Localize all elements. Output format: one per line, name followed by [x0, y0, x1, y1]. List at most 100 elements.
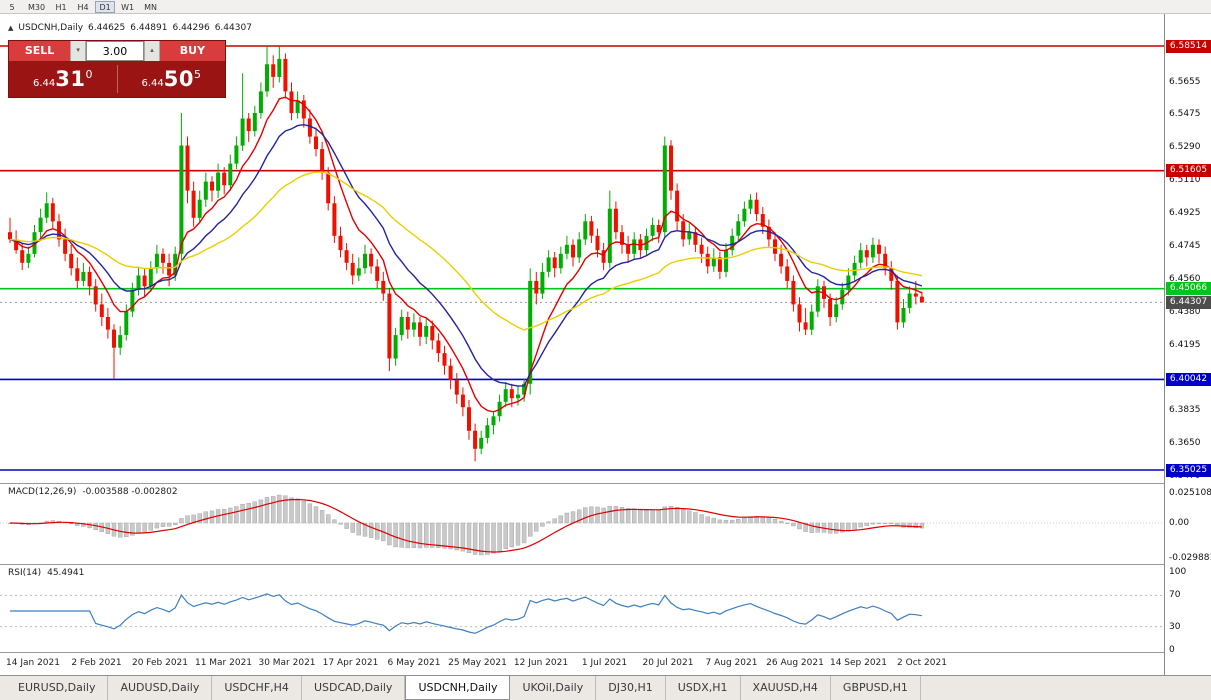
timeframe-button-mn[interactable]: MN — [144, 2, 157, 12]
chevron-down-icon: ▾ — [76, 46, 80, 54]
rsi-indicator-canvas[interactable] — [0, 565, 1164, 652]
macd-indicator-name: MACD(12,26,9) — [8, 487, 77, 497]
price-axis-tick: 6.5475 — [1169, 108, 1201, 119]
price-axis-tick: 6.4195 — [1169, 340, 1201, 350]
price-axis-tick: 6.5655 — [1169, 76, 1201, 87]
chart-tab-audusd[interactable]: AUDUSD,Daily — [108, 676, 213, 700]
time-axis-label: 20 Jul 2021 — [642, 658, 694, 668]
price-axis-tick: 6.5290 — [1169, 142, 1201, 153]
timeframe-button-h4[interactable]: H4 — [77, 2, 89, 12]
time-axis-label: 17 Apr 2021 — [322, 658, 379, 668]
timeframe-button-w1[interactable]: W1 — [121, 2, 135, 12]
timeframe-button-5[interactable]: 5 — [9, 2, 15, 12]
price-axis-tick: 6.3835 — [1169, 405, 1201, 415]
sell-price-base: 6.44 — [33, 78, 56, 89]
chart-tab-gbpusd[interactable]: GBPUSD,H1 — [831, 676, 921, 700]
time-axis-label: 2 Feb 2021 — [71, 658, 122, 668]
level-price-badge: 6.51605 — [1166, 164, 1211, 178]
price-axis[interactable]: 6.5655 6.5475 6.5290 6.5110 6.4925 6.4745 6.45… — [1164, 14, 1211, 675]
sell-price-big-digits: 31 — [55, 67, 86, 91]
rsi-indicator-name: RSI(14) — [8, 568, 42, 578]
macd-axis-label: -0.029881 — [1169, 553, 1211, 563]
bid-ask-prices: 6.44310 6.44505 — [9, 61, 225, 97]
ohlc-close: 6.44307 — [214, 23, 252, 33]
time-axis-label: 7 Aug 2021 — [705, 658, 758, 668]
timeframe-toolbar: 5 M30 H1 H4 D1 W1 MN — [0, 0, 1211, 14]
buy-price-big-digits: 50 — [163, 67, 194, 91]
one-click-trading-panel: SELL ▾ ▴ BUY 6.44310 6.44505 — [8, 40, 226, 98]
ohlc-open: 6.44625 — [88, 23, 126, 33]
time-axis-label: 26 Aug 2021 — [766, 658, 824, 668]
price-axis-tick: 6.4380 — [1169, 306, 1201, 317]
chart-tab-dj30[interactable]: DJ30,H1 — [596, 676, 666, 700]
time-axis-separator — [0, 652, 1211, 653]
rsi-label: RSI(14) 45.4941 — [8, 568, 90, 578]
level-price-badge: 6.40042 — [1166, 372, 1211, 386]
buy-price-base: 6.44 — [141, 78, 164, 89]
chevron-up-icon: ▴ — [150, 46, 154, 54]
symbol-name: USDCNH,Daily — [18, 23, 84, 33]
chart-tab-usdcad[interactable]: USDCAD,Daily — [302, 676, 406, 700]
rsi-indicator-value: 45.4941 — [47, 568, 85, 578]
timeframe-button-h1[interactable]: H1 — [55, 2, 67, 12]
time-axis-label: 14 Sep 2021 — [829, 658, 888, 668]
chart-tab-usdcnh[interactable]: USDCNH,Daily — [405, 676, 511, 700]
ohlc-high: 6.44891 — [130, 23, 168, 33]
time-axis-label: 12 Jun 2021 — [513, 658, 569, 668]
level-price-badge: 6.45066 — [1166, 282, 1211, 296]
time-axis-label: 14 Jan 2021 — [6, 658, 60, 668]
chart-tab-ukoil[interactable]: UKOil,Daily — [510, 676, 597, 700]
time-axis[interactable]: 14 Jan 2021 2 Feb 2021 20 Feb 2021 11 Mar 2… — [0, 653, 1164, 675]
rsi-axis-label: 100 — [1169, 567, 1187, 577]
price-chart-canvas[interactable] — [0, 14, 1164, 483]
price-axis-tick: 6.4925 — [1169, 208, 1201, 219]
rsi-axis-label: 0 — [1169, 645, 1175, 655]
timeframe-button-m30[interactable]: M30 — [28, 2, 46, 12]
rsi-axis-label: 30 — [1169, 621, 1181, 632]
lot-increase-button[interactable]: ▴ — [144, 41, 160, 61]
timeframe-button-d1[interactable]: D1 — [95, 0, 116, 13]
time-axis-label: 30 Mar 2021 — [258, 658, 316, 668]
level-price-badge: 6.35025 — [1166, 463, 1211, 477]
buy-price-display[interactable]: 6.44505 — [118, 67, 226, 91]
macd-label: MACD(12,26,9) -0.003588 -0.002802 — [8, 487, 184, 497]
level-price-badge: 6.58514 — [1166, 39, 1211, 53]
buy-button[interactable]: BUY — [159, 41, 226, 61]
price-axis-tick: 6.3650 — [1169, 438, 1201, 449]
macd-indicator-values: -0.003588 -0.002802 — [82, 487, 178, 497]
chart-tab-usdx[interactable]: USDX,H1 — [666, 676, 741, 700]
price-axis-tick: 6.5110 — [1169, 174, 1201, 185]
ohlc-low: 6.44296 — [172, 23, 210, 33]
time-axis-label: 2 Oct 2021 — [897, 658, 947, 668]
time-axis-label: 11 Mar 2021 — [194, 658, 253, 668]
current-price-badge: 6.44307 — [1166, 295, 1211, 309]
time-axis-label: 1 Jul 2021 — [581, 658, 628, 668]
chart-tab-xauusd[interactable]: XAUUSD,H4 — [741, 676, 831, 700]
macd-axis-label: 0.025108 — [1169, 488, 1211, 498]
macd-axis-label: 0.00 — [1169, 518, 1190, 528]
macd-panel-separator — [0, 483, 1211, 484]
rsi-panel-separator — [0, 564, 1211, 565]
buy-price-superscript: 5 — [194, 68, 201, 81]
sell-button[interactable]: SELL — [9, 41, 71, 61]
time-axis-label: 25 May 2021 — [448, 658, 507, 668]
time-axis-label: 6 May 2021 — [387, 658, 441, 668]
lot-size-input[interactable] — [86, 41, 145, 61]
rsi-axis-label: 70 — [1169, 590, 1181, 601]
chart-tab-eurusd[interactable]: EURUSD,Daily — [6, 676, 109, 700]
macd-indicator-canvas[interactable] — [0, 484, 1164, 564]
chart-tab-bar: EURUSD,Daily AUDUSD,Daily USDCHF,H4 USDCAD,… — [0, 675, 1211, 700]
sell-price-display[interactable]: 6.44310 — [9, 67, 117, 91]
price-axis-tick: 6.4560 — [1169, 274, 1201, 285]
sell-price-superscript: 0 — [85, 68, 93, 81]
lot-decrease-button[interactable]: ▾ — [70, 41, 87, 61]
chart-ohlc-header: ▲ USDCNH,Daily 6.44625 6.44891 6.44296 6.4430… — [8, 23, 257, 33]
price-divider — [116, 65, 118, 93]
trade-controls-row: SELL ▾ ▴ BUY — [9, 41, 226, 61]
chart-window: ▲ USDCNH,Daily 6.44625 6.44891 6.44296 6.4430… — [0, 14, 1211, 675]
time-axis-label: 20 Feb 2021 — [131, 658, 188, 668]
symbol-marker-icon: ▲ — [8, 24, 14, 32]
chart-tab-usdchf[interactable]: USDCHF,H4 — [212, 676, 302, 700]
price-axis-tick: 6.4745 — [1169, 240, 1201, 251]
